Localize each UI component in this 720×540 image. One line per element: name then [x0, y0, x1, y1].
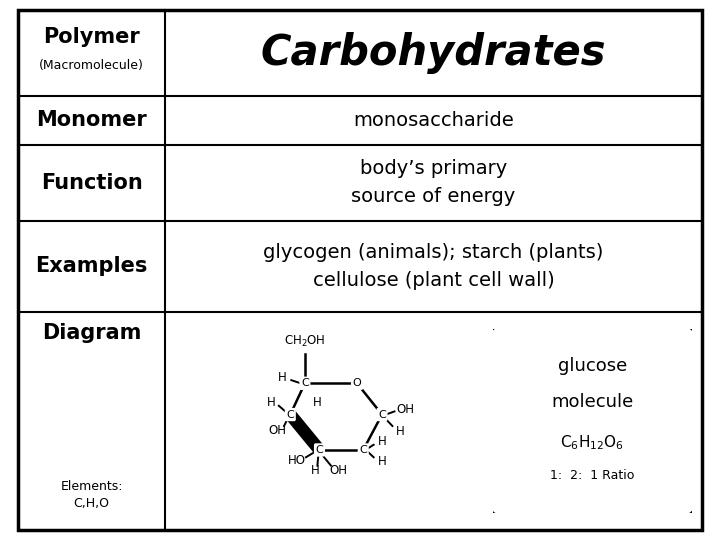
Text: H: H: [278, 370, 287, 383]
Text: Polymer: Polymer: [43, 28, 140, 48]
Text: C$_6$H$_{12}$O$_6$: C$_6$H$_{12}$O$_6$: [560, 434, 624, 452]
Text: C: C: [315, 445, 323, 455]
Text: Monomer: Monomer: [36, 111, 147, 131]
Text: OH: OH: [269, 424, 287, 437]
Text: glycogen (animals); starch (plants)
cellulose (plant cell wall): glycogen (animals); starch (plants) cell…: [264, 242, 603, 289]
Text: Function: Function: [40, 173, 143, 193]
Text: 1:  2:  1 Ratio: 1: 2: 1 Ratio: [550, 469, 634, 482]
Text: OH: OH: [396, 403, 414, 416]
Text: H: H: [377, 455, 387, 468]
Text: OH: OH: [329, 464, 347, 477]
Text: H: H: [311, 464, 320, 477]
Text: H: H: [267, 395, 276, 409]
Text: monosaccharide: monosaccharide: [353, 111, 514, 130]
Text: Diagram: Diagram: [42, 323, 141, 343]
Text: C: C: [359, 445, 367, 455]
Text: Examples: Examples: [35, 256, 148, 276]
Text: Elements:
C,H,O: Elements: C,H,O: [60, 480, 123, 510]
Text: C: C: [378, 409, 386, 420]
Text: C: C: [287, 409, 294, 420]
Text: H: H: [397, 425, 405, 438]
Text: Carbohydrates: Carbohydrates: [261, 32, 606, 74]
Text: CH$_2$OH: CH$_2$OH: [284, 334, 325, 349]
Text: HO: HO: [287, 454, 305, 467]
Text: H: H: [377, 435, 387, 448]
Text: O: O: [353, 379, 361, 388]
Text: body’s primary
source of energy: body’s primary source of energy: [351, 159, 516, 206]
Text: (Macromolecule): (Macromolecule): [39, 59, 144, 72]
Text: glucose: glucose: [558, 357, 627, 375]
Text: molecule: molecule: [552, 394, 634, 411]
Text: C: C: [301, 379, 309, 388]
Text: H: H: [313, 395, 322, 409]
